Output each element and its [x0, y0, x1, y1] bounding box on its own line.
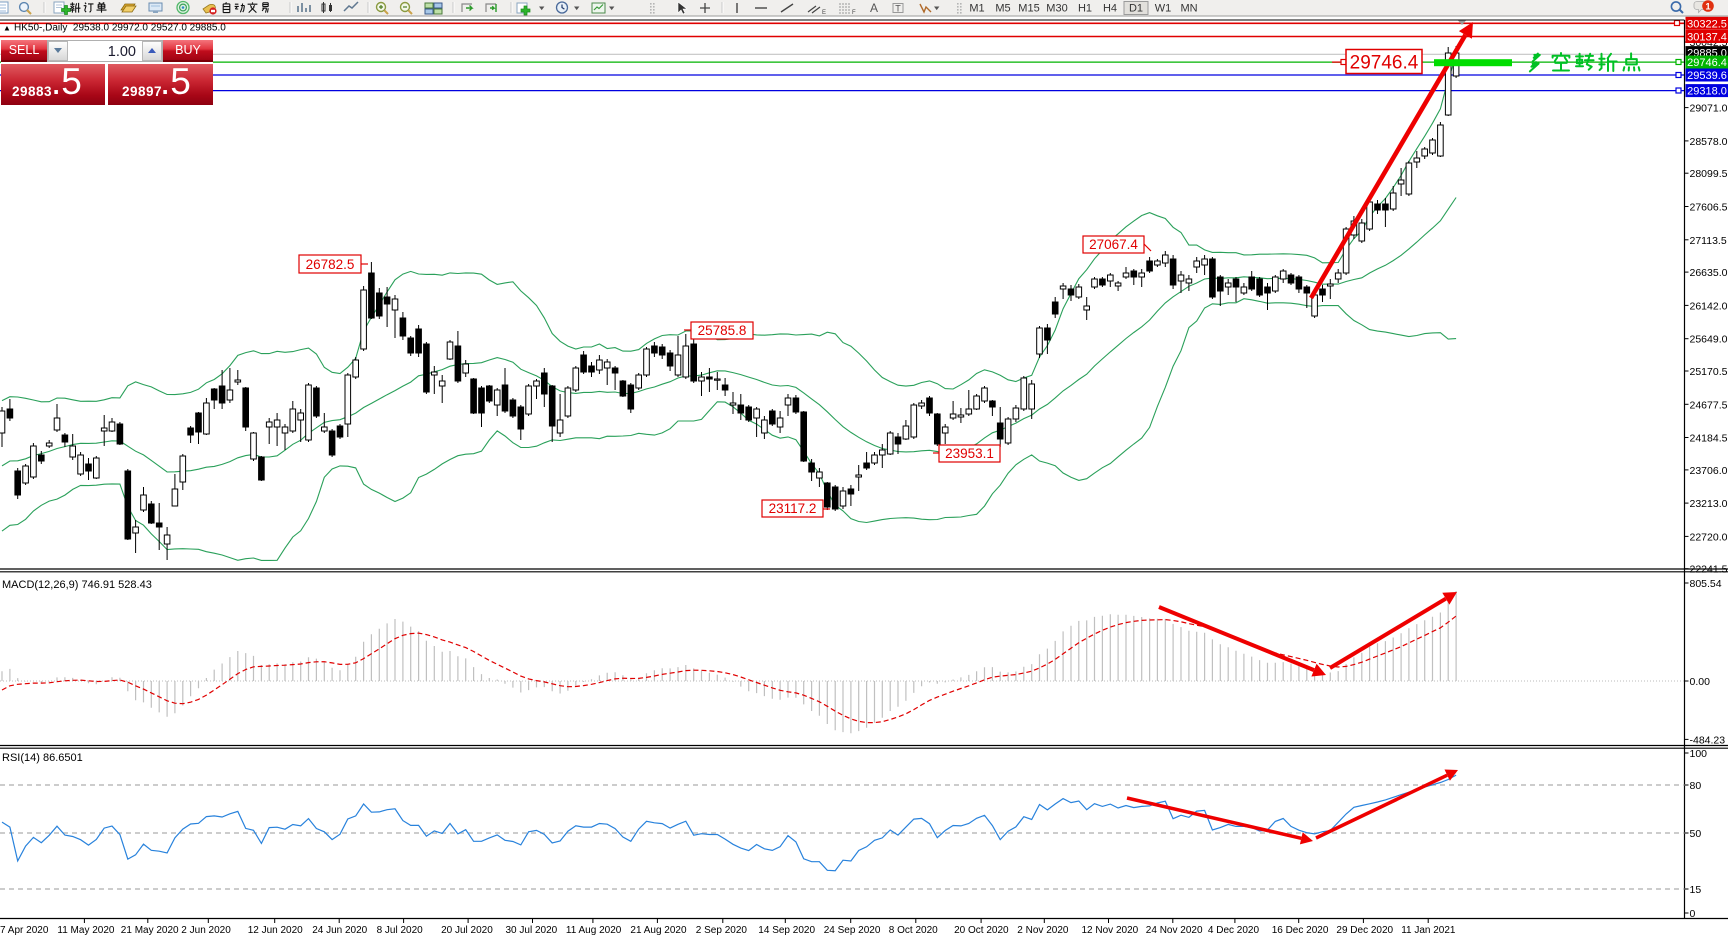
- svg-text:27067.4: 27067.4: [1089, 237, 1138, 252]
- svg-text:28578.0: 28578.0: [1690, 136, 1728, 148]
- svg-text:11 Aug 2020: 11 Aug 2020: [566, 925, 622, 936]
- svg-text:0.00: 0.00: [1690, 676, 1711, 688]
- svg-text:25170.5: 25170.5: [1690, 366, 1728, 378]
- svg-text:25785.8: 25785.8: [698, 323, 747, 338]
- svg-text:E: E: [822, 10, 826, 16]
- svg-text:26782.5: 26782.5: [306, 257, 355, 272]
- svg-text:12 Nov 2020: 12 Nov 2020: [1082, 925, 1139, 936]
- svg-text:21 May 2020: 21 May 2020: [121, 925, 179, 936]
- svg-text:M5: M5: [995, 3, 1010, 15]
- svg-text:24184.5: 24184.5: [1690, 433, 1728, 445]
- svg-text:RSI(14) 86.6501: RSI(14) 86.6501: [2, 752, 83, 764]
- svg-text:20 Oct 2020: 20 Oct 2020: [954, 925, 1009, 936]
- svg-text:16 Dec 2020: 16 Dec 2020: [1272, 925, 1329, 936]
- svg-text:D1: D1: [1129, 3, 1143, 15]
- svg-text:M1: M1: [969, 3, 984, 15]
- svg-text:22720.0: 22720.0: [1690, 531, 1728, 543]
- svg-text:50: 50: [1690, 828, 1702, 840]
- svg-text:14 Sep 2020: 14 Sep 2020: [758, 925, 815, 936]
- svg-text:8 Oct 2020: 8 Oct 2020: [889, 925, 938, 936]
- svg-text:24677.5: 24677.5: [1690, 399, 1728, 411]
- svg-text:A: A: [870, 1, 878, 15]
- svg-text:23953.1: 23953.1: [945, 446, 994, 461]
- svg-text:12 Jun 2020: 12 Jun 2020: [248, 925, 303, 936]
- svg-text:24 Jun 2020: 24 Jun 2020: [312, 925, 367, 936]
- svg-text:26635.0: 26635.0: [1690, 267, 1728, 279]
- svg-text:28099.5: 28099.5: [1690, 168, 1728, 180]
- svg-text:21 Aug 2020: 21 Aug 2020: [630, 925, 687, 936]
- svg-text:7 Apr 2020: 7 Apr 2020: [0, 925, 49, 936]
- svg-text:29746.4: 29746.4: [1350, 53, 1419, 74]
- svg-text:MN: MN: [1180, 3, 1197, 15]
- svg-text:8 Jul 2020: 8 Jul 2020: [377, 925, 424, 936]
- svg-text:4 Dec 2020: 4 Dec 2020: [1208, 925, 1260, 936]
- svg-text:25649.0: 25649.0: [1690, 334, 1728, 346]
- svg-text:H4: H4: [1103, 3, 1117, 15]
- svg-text:2 Sep 2020: 2 Sep 2020: [696, 925, 748, 936]
- svg-text:-484.23: -484.23: [1690, 734, 1726, 746]
- svg-text:W1: W1: [1155, 3, 1172, 15]
- svg-text:11 May 2020: 11 May 2020: [57, 925, 115, 936]
- svg-text:27113.5: 27113.5: [1690, 235, 1727, 247]
- svg-text:2 Nov 2020: 2 Nov 2020: [1017, 925, 1069, 936]
- svg-text:20 Jul 2020: 20 Jul 2020: [441, 925, 493, 936]
- svg-text:80: 80: [1690, 780, 1702, 792]
- svg-text:15: 15: [1690, 884, 1702, 896]
- svg-text:29071.0: 29071.0: [1690, 103, 1728, 115]
- svg-text:F: F: [852, 10, 856, 16]
- svg-text:30137.4: 30137.4: [1687, 32, 1727, 44]
- svg-text:H1: H1: [1078, 3, 1092, 15]
- svg-text:30 Jul 2020: 30 Jul 2020: [506, 925, 558, 936]
- svg-text:11 Jan 2021: 11 Jan 2021: [1401, 925, 1456, 936]
- svg-text:23213.0: 23213.0: [1690, 498, 1728, 510]
- svg-text:2 Jun 2020: 2 Jun 2020: [181, 925, 231, 936]
- svg-text:27606.5: 27606.5: [1690, 202, 1728, 214]
- svg-text:HK50-,Daily 29538.0 29972.0 2: HK50-,Daily 29538.0 29972.0 29527.0 2988…: [14, 23, 226, 34]
- svg-text:23706.0: 23706.0: [1690, 465, 1728, 477]
- svg-text:MACD(12,26,9) 746.91 528.43: MACD(12,26,9) 746.91 528.43: [2, 579, 152, 591]
- svg-text:1: 1: [1705, 2, 1711, 13]
- svg-text:▲: ▲: [3, 24, 11, 33]
- svg-text:M30: M30: [1046, 3, 1067, 15]
- svg-text:T: T: [895, 4, 901, 14]
- svg-text:24 Sep 2020: 24 Sep 2020: [824, 925, 881, 936]
- svg-text:30322.5: 30322.5: [1687, 18, 1727, 30]
- svg-text:29539.6: 29539.6: [1687, 70, 1727, 82]
- svg-text:0: 0: [1690, 908, 1696, 920]
- svg-text:100: 100: [1690, 748, 1708, 760]
- svg-text:29746.4: 29746.4: [1687, 57, 1727, 69]
- svg-text:23117.2: 23117.2: [769, 501, 817, 516]
- svg-text:26142.0: 26142.0: [1690, 300, 1728, 312]
- svg-text:M15: M15: [1018, 3, 1039, 15]
- svg-text:29 Dec 2020: 29 Dec 2020: [1336, 925, 1393, 936]
- svg-text:24 Nov 2020: 24 Nov 2020: [1146, 925, 1203, 936]
- svg-text:22241.5: 22241.5: [1690, 564, 1728, 576]
- svg-text:805.54: 805.54: [1690, 578, 1722, 590]
- svg-text:29318.0: 29318.0: [1687, 86, 1727, 98]
